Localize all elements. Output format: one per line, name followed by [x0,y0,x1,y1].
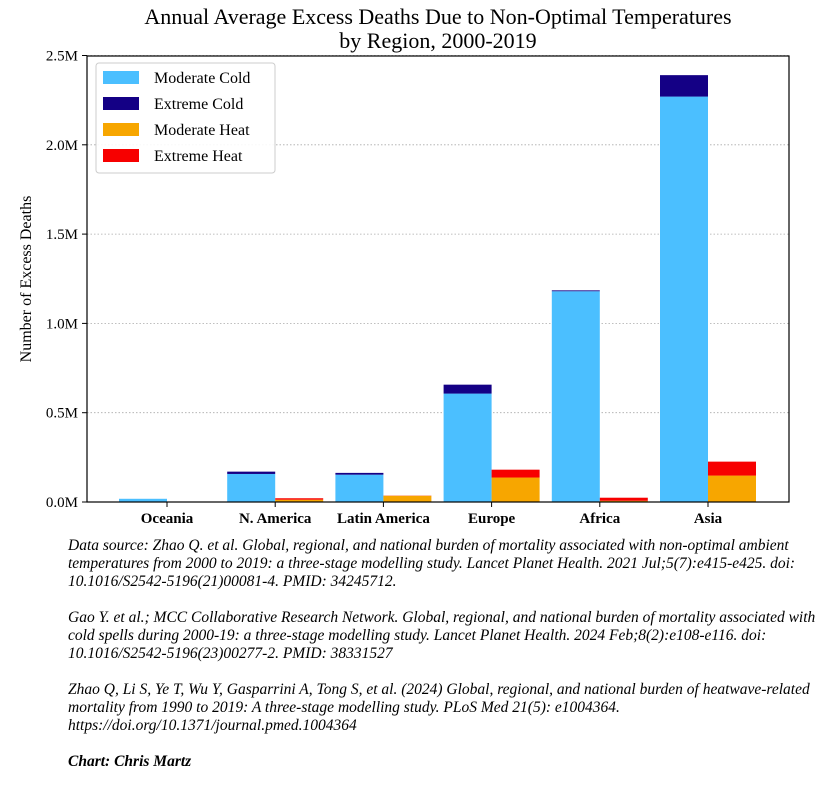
bar-extreme-cold [444,385,492,394]
legend-label: Moderate Cold [154,70,250,87]
y-axis-label: Number of Excess Deaths [18,196,35,363]
bar-extreme-cold [552,290,600,291]
bar-chart: 0.0M 0.5M 1.0M 1.5M 2.0M 2.5M Oceania N. Americ… [0,0,837,535]
y-tick-label: 0.5M [46,406,78,422]
x-tick-label: Europe [468,511,516,527]
bar-extreme-cold [227,472,275,474]
x-tick-label: Asia [694,511,723,527]
legend-label: Extreme Heat [154,148,243,165]
source-note-3: Zhao Q, Li S, Ye T, Wu Y, Gasparrini A, … [68,681,828,735]
legend-swatch [103,97,139,110]
y-tick-label: 0.0M [46,495,78,511]
source-note-2: Gao Y. et al.; MCC Collaborative Researc… [68,609,828,663]
x-tick-label: Latin America [337,511,430,527]
bar-moderate-cold [227,474,275,502]
legend-swatch [103,71,139,84]
bar-moderate-cold [660,97,708,502]
bar-moderate-cold [444,394,492,502]
source-notes: Data source: Zhao Q. et al. Global, regi… [68,537,828,789]
bar-extreme-heat [275,498,323,499]
bar-extreme-heat [600,498,648,501]
bar-extreme-cold [660,75,708,96]
bar-moderate-heat [492,478,540,502]
x-tick-label: Oceania [141,511,194,527]
y-tick-label: 2.5M [46,49,78,65]
bar-moderate-cold [552,291,600,502]
chart-credit: Chart: Chris Martz [68,753,828,771]
bar-moderate-heat [383,496,431,502]
bar-moderate-cold [335,475,383,502]
x-tick-label: N. America [239,511,312,527]
y-tick-label: 2.0M [46,138,78,154]
legend-label: Extreme Cold [154,96,243,113]
legend-label: Moderate Heat [154,122,250,139]
x-tick-label: Africa [579,511,620,527]
legend-swatch [103,123,139,136]
source-note-1: Data source: Zhao Q. et al. Global, regi… [68,537,828,591]
bar-extreme-heat [492,470,540,478]
bar-extreme-heat [708,462,756,476]
bar-moderate-heat [708,476,756,502]
bar-extreme-cold [335,473,383,475]
legend-swatch [103,149,139,162]
y-tick-label: 1.0M [46,316,78,332]
y-tick-label: 1.5M [46,227,78,243]
